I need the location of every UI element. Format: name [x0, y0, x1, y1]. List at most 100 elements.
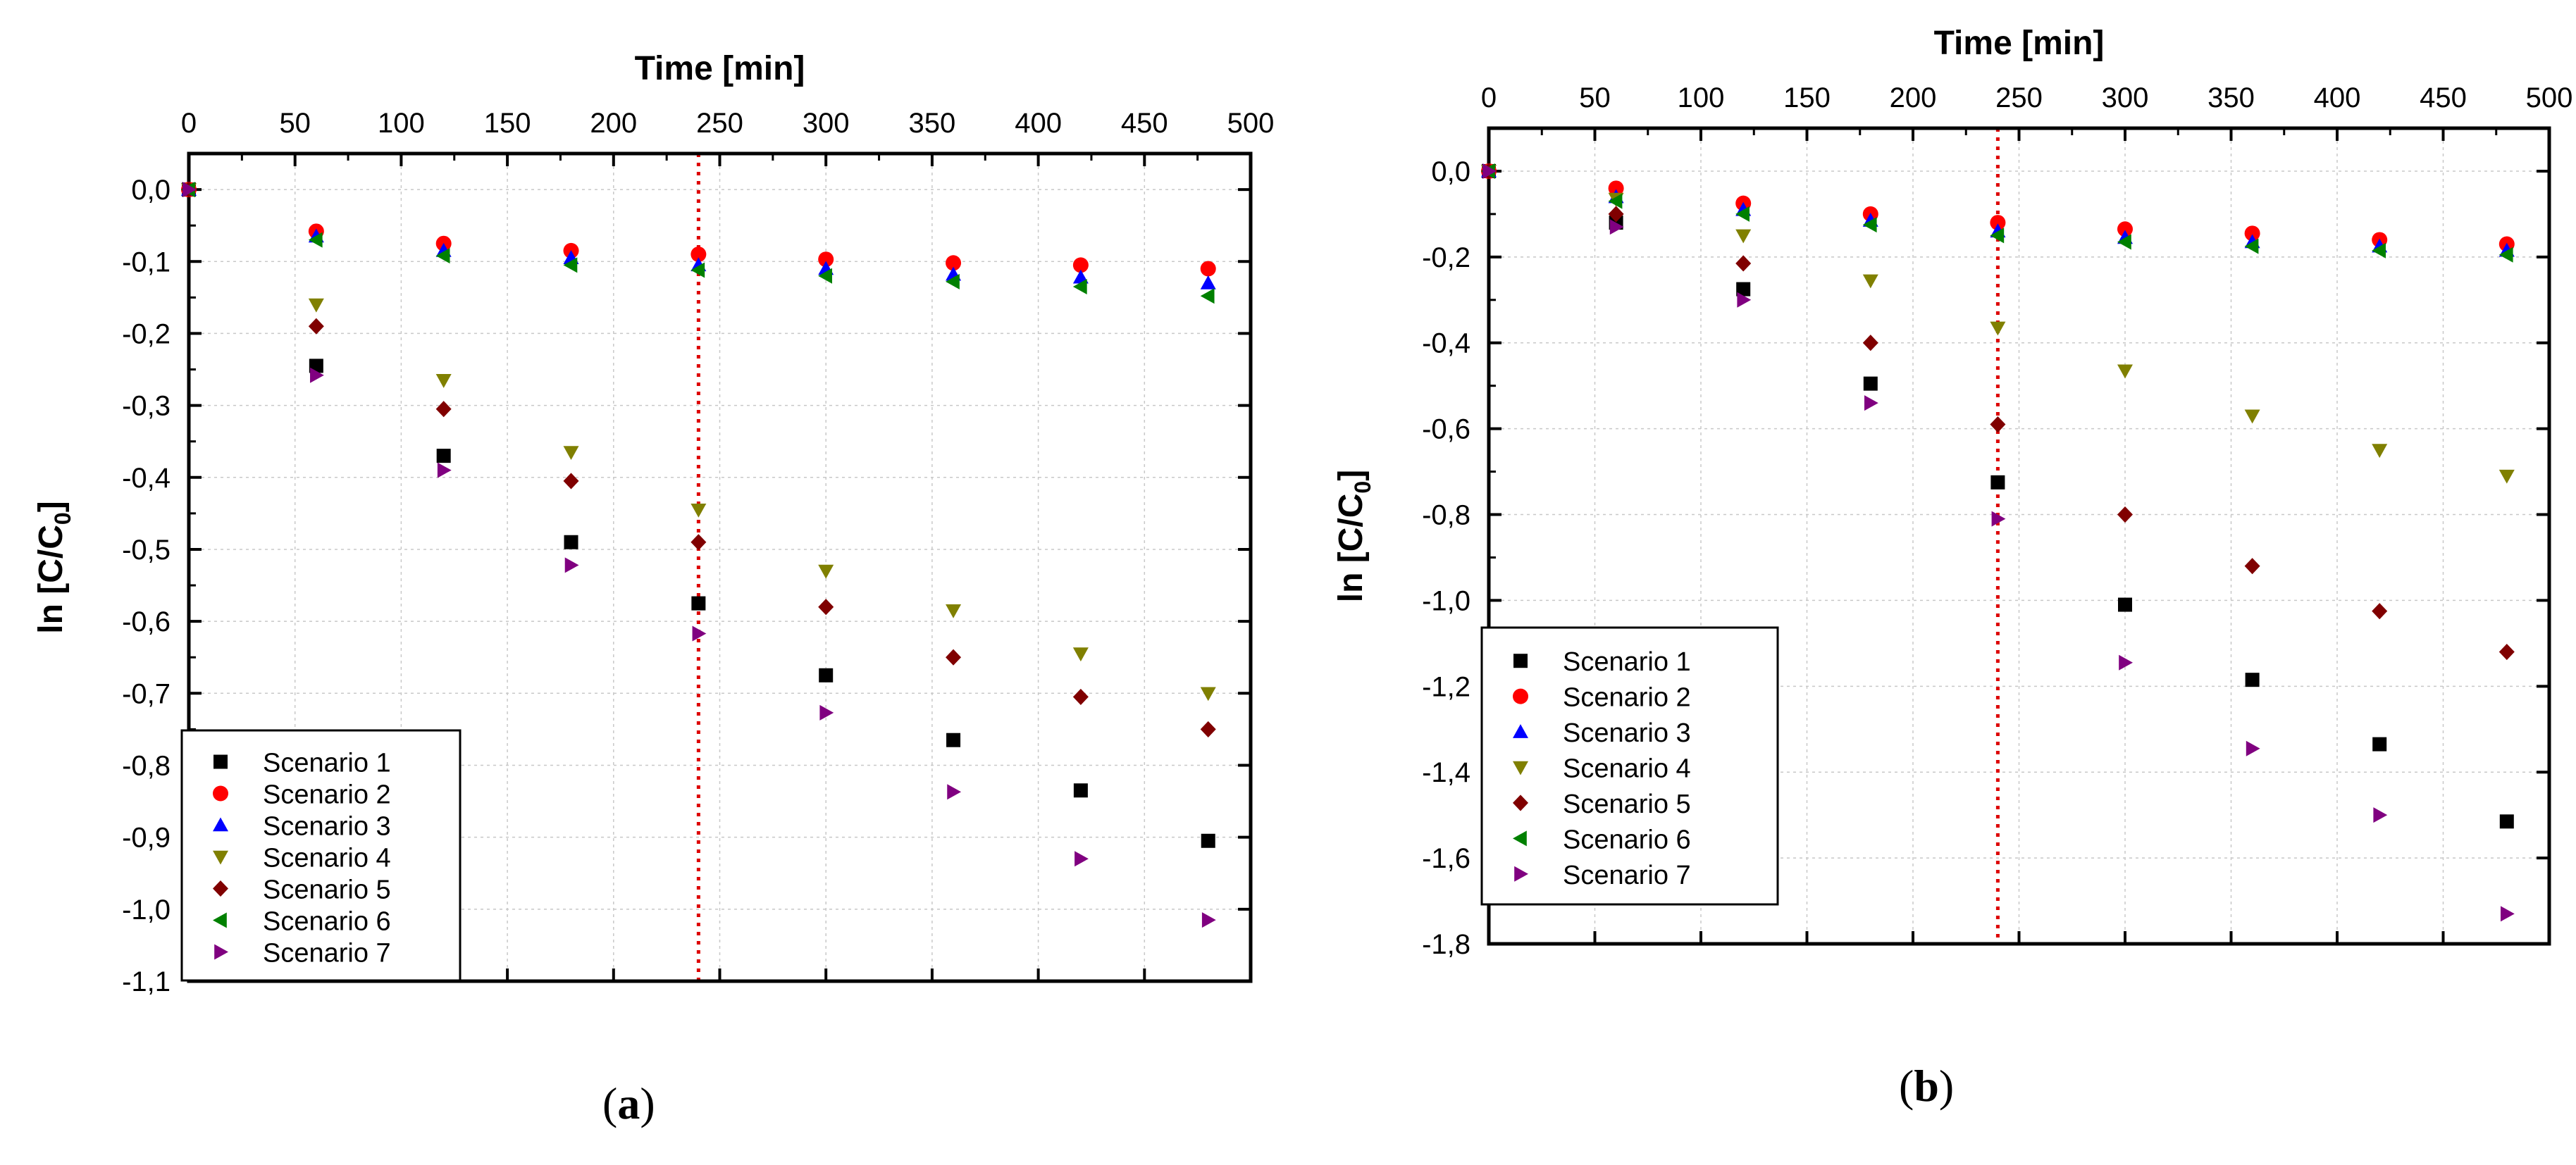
- panel-a-y-tick-label: -0,8: [122, 750, 171, 781]
- panel-b-point: [1735, 229, 1752, 244]
- panel-a-point: [308, 298, 324, 313]
- panel-b-point: [2372, 444, 2388, 459]
- panel-a-point: [563, 446, 579, 461]
- panel-b-point: [1736, 282, 1751, 297]
- panel-b-x-tick-label: 450: [2420, 82, 2467, 113]
- panel-b-x-tick-label: 0: [1481, 82, 1497, 113]
- panel-b-y-tick-label: -1,0: [1422, 585, 1470, 616]
- panel-a-legend-label: Scenario 2: [263, 780, 391, 810]
- panel-b-point: [2498, 469, 2515, 484]
- panel-b-x-tick-label: 500: [2526, 82, 2573, 113]
- panel-a-point: [1075, 851, 1089, 867]
- panel-b-x-axis: 0 50 100 150 200 250 300 350 400 450 500: [1481, 82, 2573, 944]
- panel-a-legend-marker: [213, 850, 228, 865]
- panel-b-point: [1862, 335, 1878, 351]
- panel-a-y-tick-label: -0,9: [122, 823, 171, 854]
- panel-b-legend-marker: [1514, 866, 1528, 882]
- panel-b-point: [2246, 740, 2260, 756]
- panel-b-legend-label: Scenario 7: [1563, 861, 1691, 890]
- panel-b-point: [2372, 603, 2388, 620]
- panel-letter-b: b: [1914, 1061, 1939, 1111]
- panel-a-x-tick-label: 200: [590, 108, 637, 139]
- panel-b-legend: Scenario 1 Scenario 2 Scenario 3 Scenario 4…: [1480, 626, 1779, 906]
- panel-a-legend-item: Scenario 6: [213, 907, 391, 937]
- panel-a-point: [691, 596, 706, 611]
- panel-a-legend-marker: [214, 944, 228, 960]
- panel-b-point: [2372, 737, 2387, 752]
- panel-b-point: [2119, 654, 2133, 671]
- panel-a-y-tick-label: -0,2: [122, 318, 171, 349]
- panel-b-y-tick-label: -1,2: [1422, 671, 1470, 702]
- panel-a-point: [435, 374, 452, 388]
- panel-b-point: [1863, 376, 1878, 391]
- panel-b-y-axis-title: ln [C/C0]: [1332, 470, 1375, 602]
- panel-a-point: [818, 268, 832, 284]
- panel-a-point: [1072, 257, 1089, 273]
- panel-b-y-tick-label: -0,8: [1422, 500, 1470, 531]
- panel-b-x-tick-label: 250: [1995, 82, 2043, 113]
- panel-b-point: [1737, 292, 1752, 308]
- panel-a-point: [435, 248, 450, 264]
- panel-b-point: [1990, 321, 2006, 336]
- panel-a-legend-marker: [213, 785, 228, 802]
- panel-b-legend-item: Scenario 6: [1513, 825, 1691, 854]
- panel-a-point: [308, 232, 323, 248]
- panel-label-b: (b): [1899, 1060, 1954, 1112]
- panel-a-point: [435, 401, 452, 418]
- panel-b-x-axis-title: Time [min]: [1934, 25, 2105, 62]
- panel-a-chart: 0 50 100 150 200 250 300 350 400 450 500 Time [min]…: [32, 50, 1274, 997]
- panel-a-point: [1072, 269, 1089, 284]
- panel-b-legend-item: Scenario 7: [1514, 861, 1691, 890]
- panel-b-point: [2118, 597, 2132, 612]
- panel-b-legend-item: Scenario 4: [1513, 754, 1691, 784]
- panel-a-point: [182, 182, 197, 198]
- panel-b-legend-label: Scenario 1: [1563, 647, 1691, 677]
- panel-a-point: [1072, 279, 1087, 295]
- panel-a-x-tick-label: 450: [1121, 108, 1168, 139]
- panel-a-point: [310, 367, 324, 383]
- panel-a-point: [1200, 687, 1216, 702]
- panel-a-data-points: [181, 181, 1216, 928]
- panel-a-legend-item: Scenario 4: [213, 844, 391, 873]
- panel-a-point: [564, 557, 579, 573]
- panel-a-x-tick-label: 250: [696, 108, 743, 139]
- panel-b-point: [2498, 247, 2513, 263]
- panel-a-x-tick-label: 500: [1227, 108, 1275, 139]
- panel-a-point: [437, 462, 452, 478]
- panel-a-legend-item: Scenario 3: [213, 812, 391, 842]
- panel-b-y-axis: 0,0 -0,2 -0,4 -0,6 -0,8 -1,0 -1,2 -1,4 -1,6 -1,8: [1422, 156, 2549, 960]
- panel-a-x-tick-label: 0: [181, 108, 197, 139]
- panel-a-y-tick-label: 0,0: [131, 175, 171, 206]
- panel-b-x-tick-label: 200: [1890, 82, 1937, 113]
- panel-b-legend-item: Scenario 3: [1513, 718, 1691, 748]
- panel-b-point: [1991, 511, 2006, 527]
- panel-b-point: [2117, 506, 2133, 523]
- panel-b-series-7: [1482, 163, 2515, 922]
- panel-a-y-tick-label: -0,7: [122, 678, 171, 709]
- panel-b-point: [2499, 814, 2514, 829]
- panel-b-legend-marker: [1513, 830, 1527, 847]
- panel-b-point: [1864, 395, 1878, 411]
- panel-b-legend-label: Scenario 6: [1563, 825, 1691, 854]
- panel-a-point: [691, 247, 707, 263]
- panel-a-point: [1200, 275, 1216, 289]
- panel-a-x-tick-label: 150: [484, 108, 531, 139]
- panel-b-legend-marker: [1513, 761, 1528, 775]
- panel-a-point: [946, 733, 961, 747]
- panel-a-x-tick-label: 300: [803, 108, 850, 139]
- panel-b-point: [2244, 409, 2260, 424]
- panel-a-point: [818, 564, 834, 579]
- panel-a-legend-item: Scenario 2: [213, 780, 391, 810]
- panel-b-point: [2117, 221, 2133, 237]
- panel-a-legend-marker: [213, 754, 228, 769]
- panel-b-x-tick-label: 300: [2102, 82, 2149, 113]
- panel-b-point: [1735, 206, 1750, 222]
- panel-b-point: [2117, 234, 2131, 250]
- panel-b-point: [1608, 193, 1623, 209]
- panel-b-legend-item: Scenario 5: [1513, 790, 1691, 819]
- panel-b-x-tick-label: 50: [1579, 82, 1611, 113]
- panel-a-point: [818, 251, 834, 268]
- panel-a-series-7: [182, 182, 1216, 928]
- panel-b-chart: 0 50 100 150 200 250 300 350 400 450 500 Time [min]…: [1332, 25, 2572, 960]
